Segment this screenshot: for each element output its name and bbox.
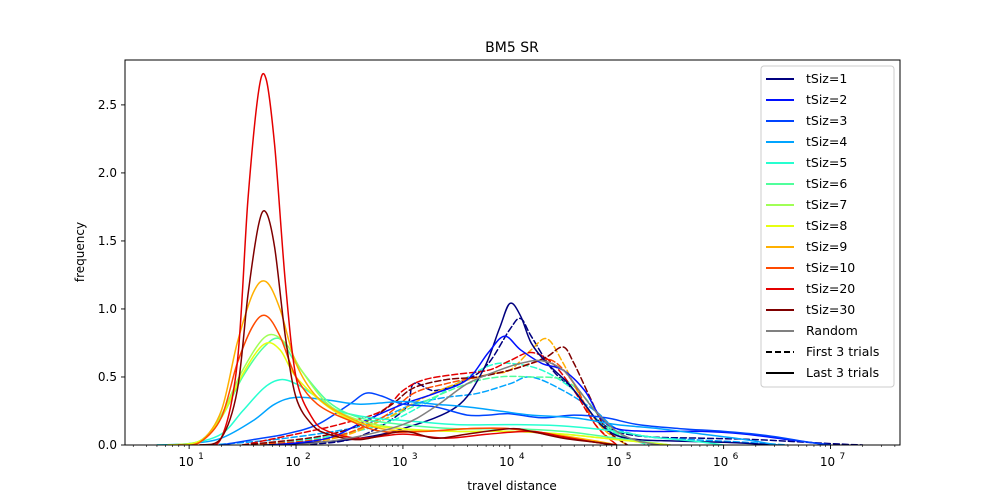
legend-label: Last 3 trials <box>806 365 879 380</box>
x-tick-exponent: 4 <box>519 452 525 462</box>
y-tick-label: 1.5 <box>98 234 117 248</box>
legend-label: tSiz=8 <box>806 218 847 233</box>
y-tick-label: 1.0 <box>98 302 117 316</box>
y-axis-label: frequency <box>73 222 87 282</box>
x-tick-exponent: 6 <box>733 452 739 462</box>
legend-label: tSiz=6 <box>806 176 847 191</box>
x-tick-exponent: 5 <box>626 452 632 462</box>
legend-label: tSiz=7 <box>806 197 847 212</box>
axes-layer: 10 1 10 2 10 3 10 4 10 5 10 6 10 7 0.0 0.5 1.0 1.5 2.0 2.5 <box>98 59 901 469</box>
series-line-tsiz-30-first <box>241 346 629 445</box>
legend-label: tSiz=4 <box>806 134 847 149</box>
x-tick-exponent: 1 <box>198 452 204 462</box>
legend-label: First 3 trials <box>806 344 879 359</box>
series-line-random <box>295 359 661 445</box>
legend-label: tSiz=20 <box>806 281 855 296</box>
legend-label: tSiz=2 <box>806 92 847 107</box>
chart-title: BM5 SR <box>485 40 539 56</box>
legend-label: tSiz=1 <box>806 71 847 86</box>
x-tick-label: 10 <box>499 455 514 469</box>
legend-label: tSiz=5 <box>806 155 847 170</box>
x-tick-label: 10 <box>606 455 621 469</box>
x-tick-label: 10 <box>392 455 407 469</box>
legend: tSiz=1 tSiz=2 tSiz=3 tSiz=4 tSiz=5 tSiz=6 tSiz… <box>760 65 895 388</box>
x-axis-label: travel distance <box>467 479 556 493</box>
y-tick-label: 2.0 <box>98 166 117 180</box>
y-tick-label: 0.5 <box>98 370 117 384</box>
legend-label: Random <box>806 323 858 338</box>
x-tick-exponent: 2 <box>305 452 311 462</box>
x-tick-label: 10 <box>820 455 835 469</box>
legend-label: tSiz=10 <box>806 260 855 275</box>
legend-label: tSiz=30 <box>806 302 855 317</box>
legend-box <box>760 65 895 388</box>
y-tick-label: 2.5 <box>98 98 117 112</box>
x-tick-exponent: 7 <box>840 452 846 462</box>
x-tick-label: 10 <box>713 455 728 469</box>
series-layer <box>156 72 864 445</box>
legend-label: tSiz=3 <box>806 113 847 128</box>
series-line-tsiz-4-last <box>156 396 778 445</box>
x-tick-exponent: 3 <box>412 452 418 462</box>
plot-frame <box>124 59 901 446</box>
series-line-tsiz-30-last <box>199 209 618 445</box>
y-tick-label: 0.0 <box>98 438 117 452</box>
series-line-tsiz-3-last <box>220 392 832 445</box>
x-tick-label: 10 <box>178 455 193 469</box>
series-line-tsiz-20-last <box>199 72 618 445</box>
legend-label: tSiz=9 <box>806 239 847 254</box>
x-tick-label: 10 <box>285 455 300 469</box>
series-line-tsiz-8-last <box>167 341 671 445</box>
